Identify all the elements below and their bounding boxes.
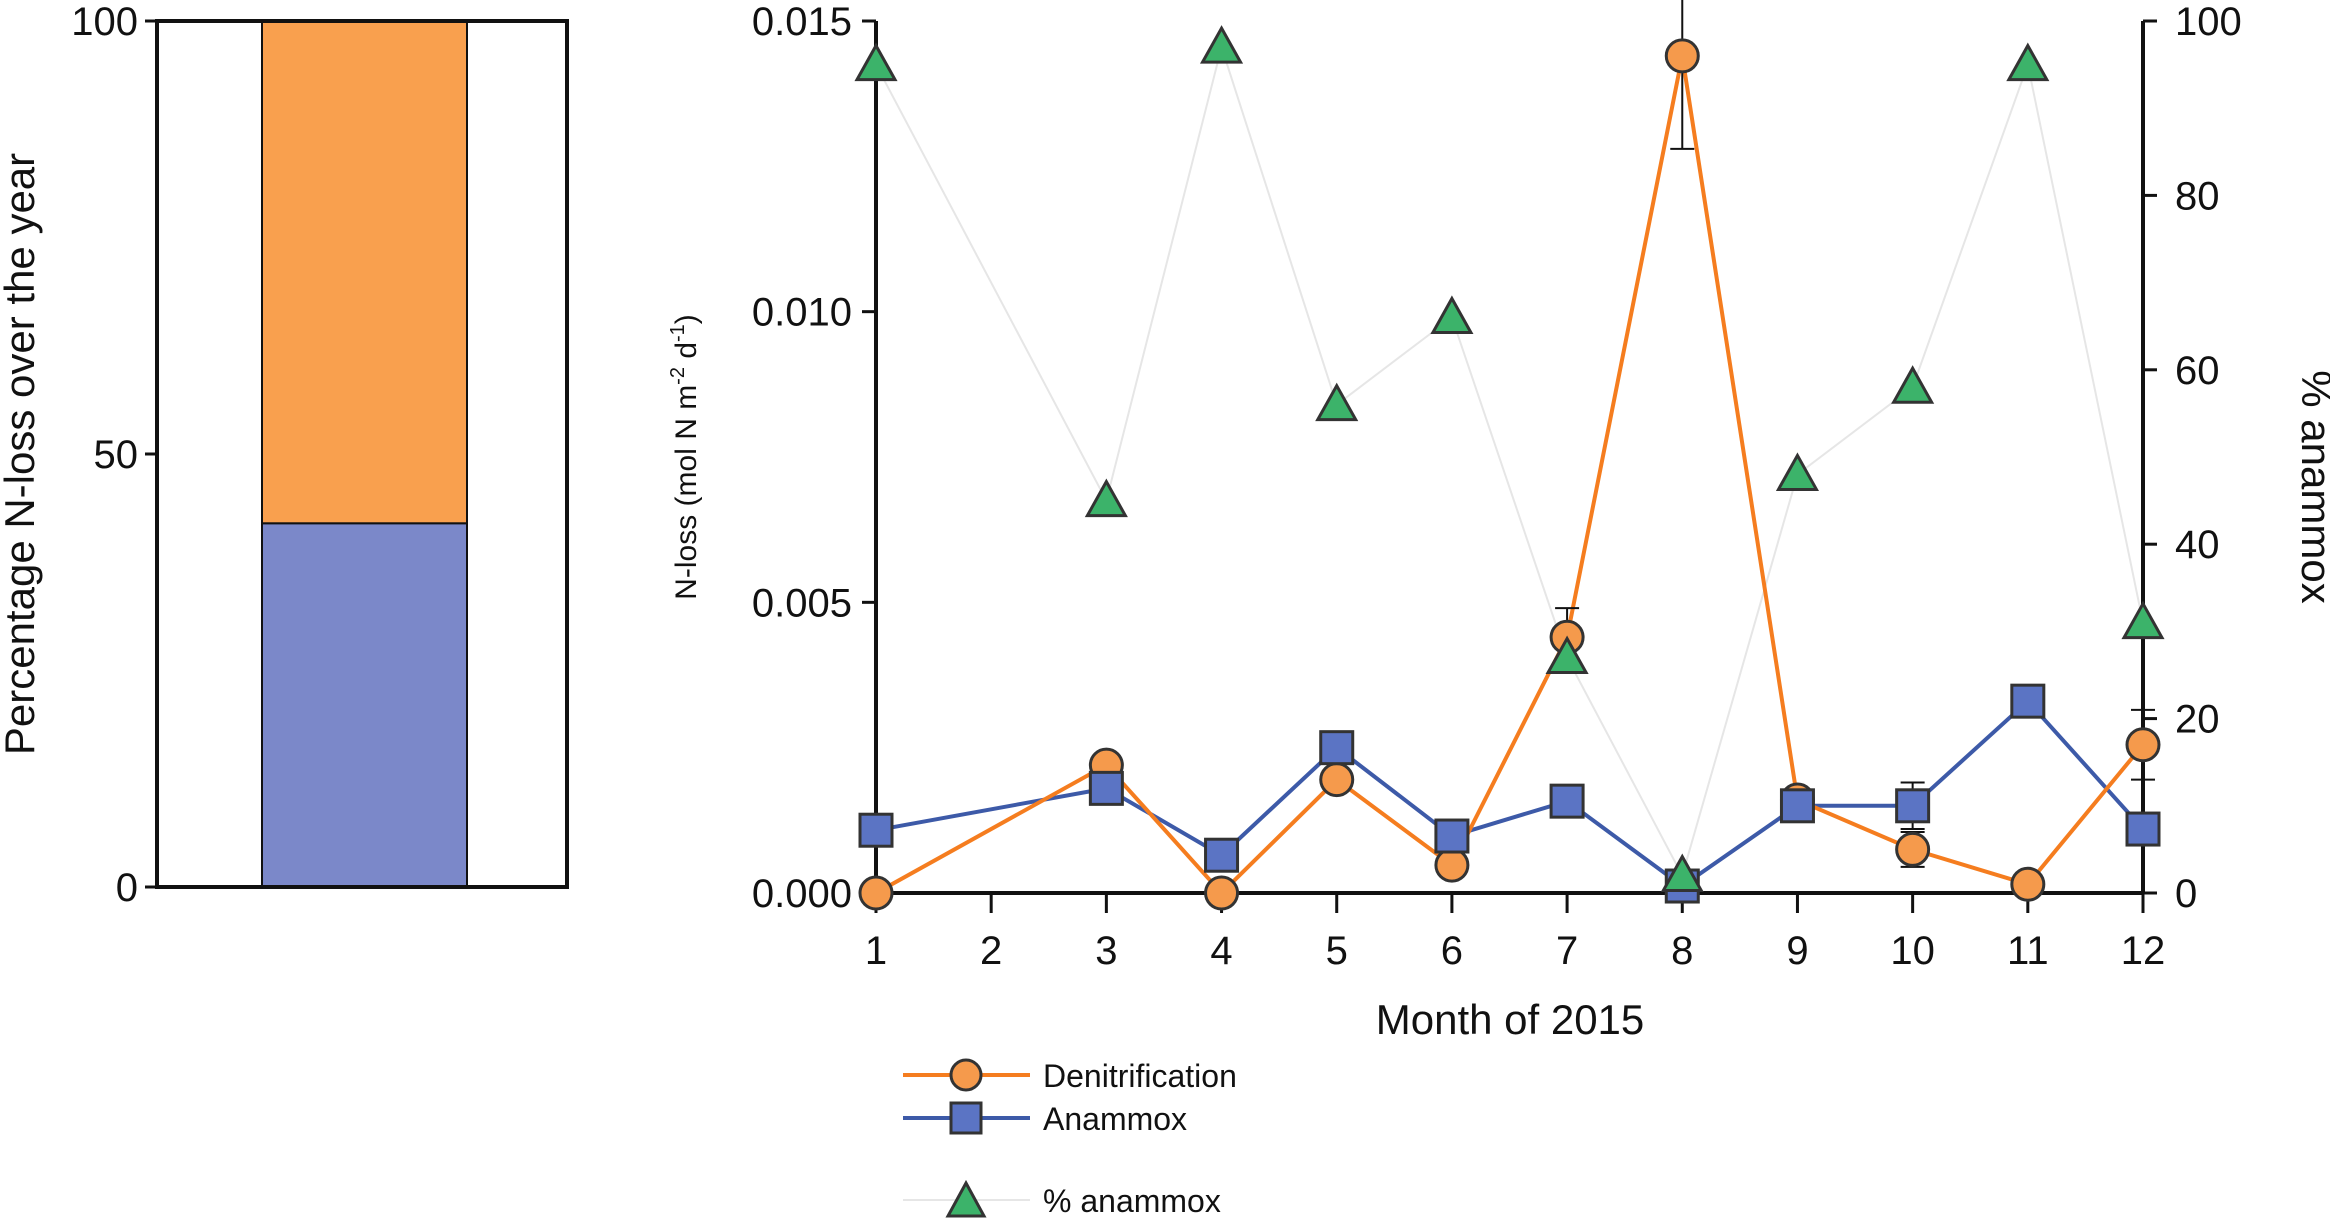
x-axis-ticks: 1 2 3 4 5 6 7 8 9 10 11 12 bbox=[865, 893, 2165, 973]
legend-pct-anammox-label: % anammox bbox=[1043, 1183, 1221, 1219]
anammox-point bbox=[1204, 837, 1240, 873]
legend-denitrification-marker bbox=[949, 1058, 983, 1092]
denitrification-point bbox=[1204, 875, 1240, 911]
right-y-tick-label: 60 bbox=[2175, 349, 2220, 393]
anammox-point bbox=[1319, 730, 1355, 766]
anammox-point bbox=[2010, 683, 2046, 719]
anammox-point bbox=[1549, 783, 1585, 819]
pct-anammox-point bbox=[1775, 452, 1820, 491]
x-tick-label: 3 bbox=[1095, 929, 1117, 973]
series-layer bbox=[854, 0, 2165, 911]
x-tick-label: 1 bbox=[865, 929, 887, 973]
pct-anammox-point bbox=[1084, 478, 1128, 518]
denitrification-point bbox=[2125, 727, 2161, 763]
left-y-tick-label: 50 bbox=[94, 433, 139, 477]
x-axis-title: Month of 2015 bbox=[1376, 996, 1645, 1043]
pct-anammox-point bbox=[1199, 25, 1244, 64]
legend-pct-anammox: % anammox bbox=[903, 1179, 1221, 1219]
left-y-tick-label: 0.005 bbox=[752, 581, 852, 625]
denitrification-point bbox=[1895, 831, 1931, 867]
denitrification-point bbox=[2010, 866, 2046, 902]
x-tick-label: 10 bbox=[1890, 929, 1935, 973]
left-y-tick-label: 0 bbox=[116, 866, 138, 910]
pct-anammox-point bbox=[1660, 853, 1704, 893]
legend-anammox-marker bbox=[949, 1101, 983, 1135]
denitrification-point bbox=[1319, 762, 1355, 798]
right-y-axis-title: % anammox bbox=[2293, 370, 2330, 603]
pct-anammox-point bbox=[2006, 42, 2050, 82]
legend-denitrification-label: Denitrification bbox=[1043, 1058, 1237, 1094]
denitrification-share-bar bbox=[261, 20, 468, 525]
x-tick-label: 11 bbox=[2007, 929, 2049, 973]
pct-anammox-point bbox=[1430, 295, 1474, 334]
left-y-axis-title: Percentage N-loss over the year bbox=[0, 153, 43, 755]
right-y-tick-label: 40 bbox=[2175, 523, 2220, 567]
x-tick-label: 2 bbox=[980, 929, 1002, 973]
anammox-point bbox=[858, 812, 894, 848]
x-tick-label: 7 bbox=[1556, 929, 1578, 973]
right-y-tick-label: 80 bbox=[2175, 174, 2220, 218]
pct-anammox-point bbox=[1315, 382, 1359, 422]
legend-anammox-label: Anammox bbox=[1043, 1101, 1187, 1137]
anammox-point bbox=[2125, 811, 2161, 847]
pct-anammox-point bbox=[1545, 635, 1589, 675]
left-y-axis-ticks: 0 50 100 bbox=[71, 0, 157, 910]
left-y-tick-label: 0.015 bbox=[752, 0, 852, 44]
anammox-point bbox=[1895, 788, 1931, 824]
x-tick-label: 5 bbox=[1326, 929, 1348, 973]
left-y-axis-title-2: N-loss (mol N m-2 d-1) bbox=[667, 314, 703, 600]
denitrification-point bbox=[1664, 38, 1700, 74]
left-y-axis-ticks-2: 0.000 0.005 0.010 0.015 bbox=[752, 0, 876, 916]
anammox-share-bar bbox=[261, 522, 468, 889]
x-tick-label: 8 bbox=[1671, 929, 1693, 973]
pct-anammox-point bbox=[1891, 365, 1935, 404]
legend: Denitrification Anammox % anammox bbox=[903, 1058, 1237, 1219]
denitrification-point bbox=[858, 875, 894, 911]
left-y-tick-label: 100 bbox=[71, 0, 138, 44]
left-y-tick-label: 0.000 bbox=[752, 872, 852, 916]
pct-anammox-point bbox=[854, 42, 898, 82]
right-y-axis-ticks: 0 20 40 60 80 100 bbox=[2143, 0, 2242, 916]
legend-anammox: Anammox bbox=[903, 1101, 1187, 1137]
legend-denitrification: Denitrification bbox=[903, 1058, 1237, 1094]
left-y-tick-label: 0.010 bbox=[752, 291, 852, 335]
right-y-tick-label: 100 bbox=[2175, 0, 2242, 44]
x-tick-label: 4 bbox=[1210, 929, 1232, 973]
anammox-line bbox=[875, 698, 2145, 889]
anammox-point bbox=[1434, 818, 1470, 854]
legend-pct-anammox-marker bbox=[945, 1179, 987, 1218]
anammox-point bbox=[1779, 788, 1815, 824]
x-tick-label: 6 bbox=[1441, 929, 1463, 973]
pct-anammox-point bbox=[2121, 600, 2165, 640]
right-y-tick-label: 0 bbox=[2175, 872, 2197, 916]
anammox-point bbox=[1088, 770, 1124, 806]
x-tick-label: 9 bbox=[1786, 929, 1808, 973]
x-tick-label: 12 bbox=[2121, 929, 2166, 973]
denitrification-point bbox=[1434, 847, 1470, 883]
right-y-tick-label: 20 bbox=[2175, 698, 2220, 742]
stacked-bar-panel: 0 50 100 Percentage N-loss over the year bbox=[0, 0, 569, 910]
